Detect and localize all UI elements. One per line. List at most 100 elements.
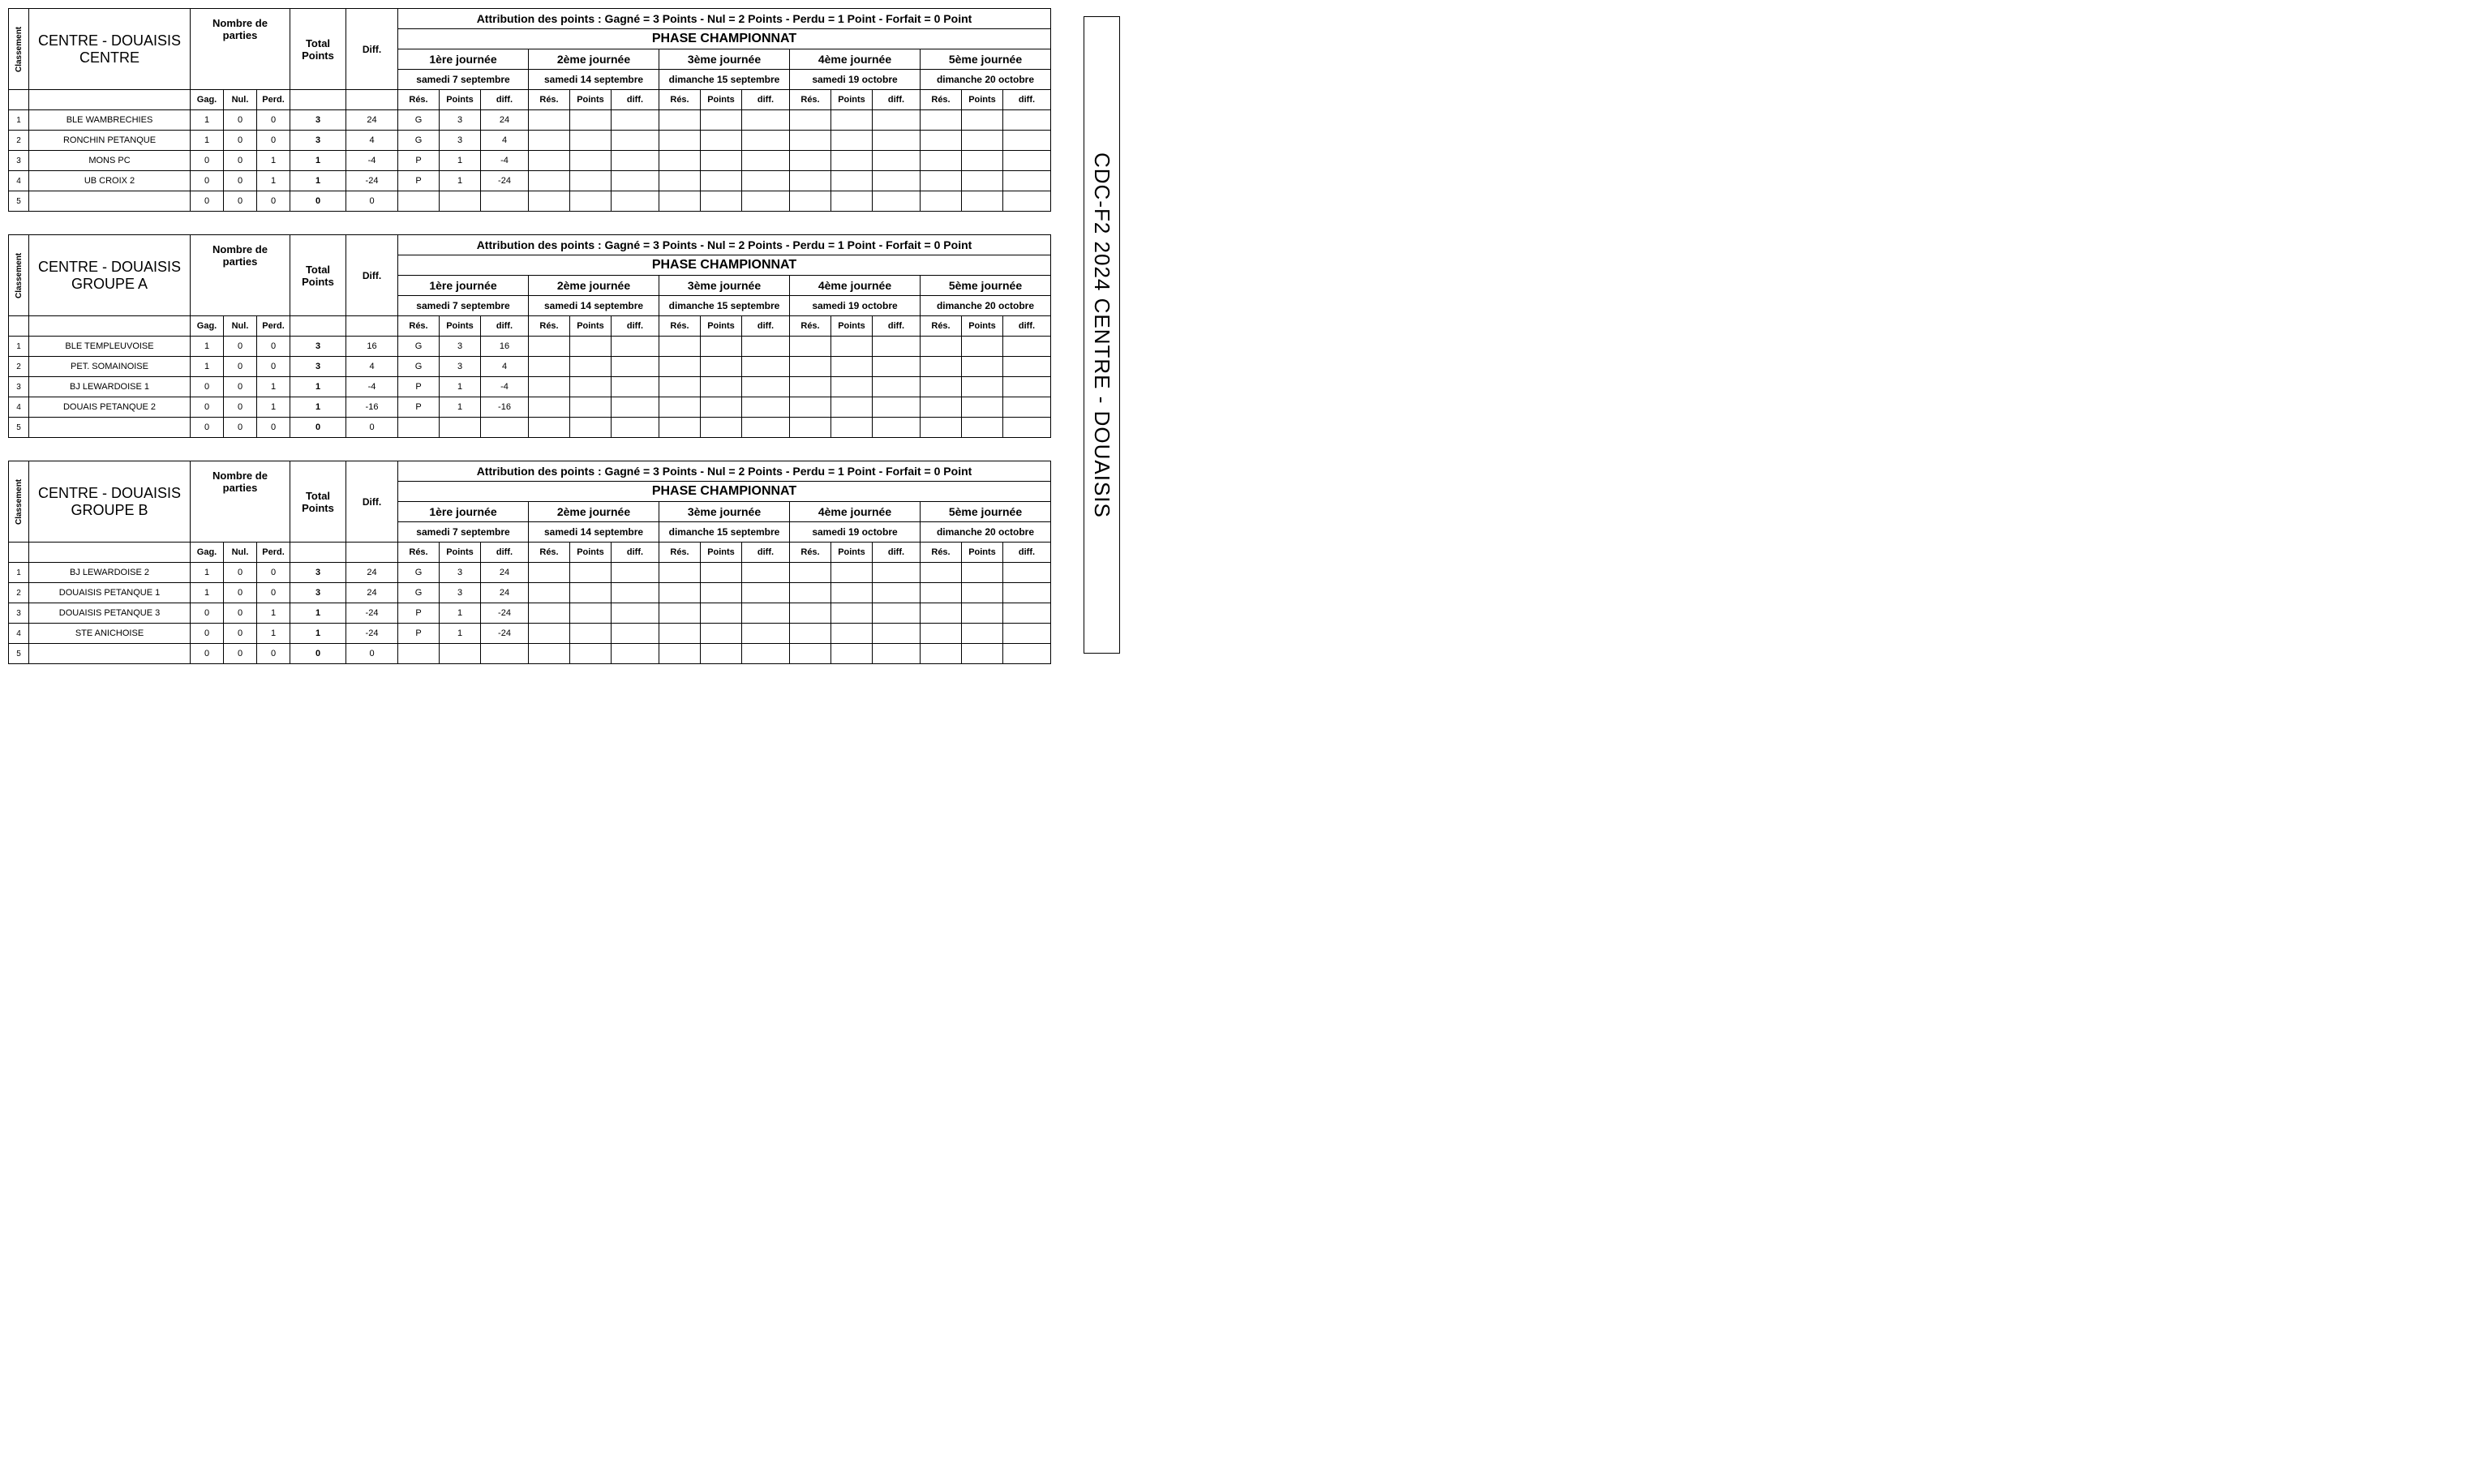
nombre-parties-header: Nombre de parties — [191, 235, 290, 276]
diff-sub-header: diff. — [612, 90, 659, 110]
jdiff-cell: 16 — [481, 337, 529, 357]
nul-cell: 0 — [224, 191, 257, 212]
journee-header: 3ème journée — [659, 49, 790, 70]
res-cell: G — [398, 583, 440, 603]
journee-date: dimanche 15 septembre — [659, 296, 790, 316]
team-cell: DOUAISIS PETANQUE 3 — [29, 603, 191, 624]
nul-cell: 0 — [224, 337, 257, 357]
res-header: Rés. — [659, 316, 701, 337]
rank-cell: 2 — [9, 131, 29, 151]
diff-cell: 16 — [346, 337, 398, 357]
points-cell: 3 — [440, 563, 481, 583]
diff-sub-header: diff. — [742, 543, 790, 563]
tables-container: ClassementCENTRE - DOUAISISCENTRENombre … — [8, 8, 1051, 664]
rank-cell: 1 — [9, 563, 29, 583]
jdiff-cell: -24 — [481, 603, 529, 624]
diff-cell: 24 — [346, 563, 398, 583]
total-cell: 0 — [290, 644, 346, 664]
res-cell: G — [398, 563, 440, 583]
group-title: CENTRE - DOUAISISCENTRE — [29, 9, 191, 90]
total-cell: 1 — [290, 603, 346, 624]
rank-cell: 5 — [9, 418, 29, 438]
attribution-header: Attribution des points : Gagné = 3 Point… — [398, 235, 1051, 255]
total-cell: 3 — [290, 563, 346, 583]
nul-cell: 0 — [224, 171, 257, 191]
diff-cell: 24 — [346, 110, 398, 131]
journee-date: dimanche 15 septembre — [659, 70, 790, 90]
perd-cell: 0 — [257, 110, 290, 131]
perd-cell: 0 — [257, 644, 290, 664]
rank-cell: 2 — [9, 357, 29, 377]
journee-header: 5ème journée — [921, 502, 1051, 522]
classement-header: Classement — [9, 235, 29, 316]
table-row: 1BJ LEWARDOISE 2100324G324 — [9, 563, 1051, 583]
gag-header: Gag. — [191, 90, 224, 110]
gag-cell: 0 — [191, 171, 224, 191]
diff-cell: 4 — [346, 131, 398, 151]
journee-date: samedi 14 septembre — [529, 70, 659, 90]
res-header: Rés. — [398, 316, 440, 337]
team-cell — [29, 418, 191, 438]
nul-header: Nul. — [224, 316, 257, 337]
total-cell: 1 — [290, 171, 346, 191]
gag-cell: 1 — [191, 110, 224, 131]
total-points-header: Total Points — [290, 461, 346, 543]
points-header: Points — [570, 543, 612, 563]
perd-cell: 1 — [257, 603, 290, 624]
team-cell — [29, 191, 191, 212]
diff-sub-header: diff. — [481, 543, 529, 563]
rank-cell: 1 — [9, 110, 29, 131]
total-cell: 3 — [290, 357, 346, 377]
nul-cell: 0 — [224, 603, 257, 624]
res-header: Rés. — [790, 90, 831, 110]
journee-date: dimanche 20 octobre — [921, 522, 1051, 543]
res-header: Rés. — [921, 543, 962, 563]
table-row: 2RONCHIN PETANQUE10034G34 — [9, 131, 1051, 151]
team-cell: MONS PC — [29, 151, 191, 171]
total-cell: 0 — [290, 191, 346, 212]
diff-sub-header: diff. — [742, 90, 790, 110]
total-cell: 3 — [290, 337, 346, 357]
table-row: 4UB CROIX 20011-24P1-24 — [9, 171, 1051, 191]
standings-table: ClassementCENTRE - DOUAISISCENTRENombre … — [8, 8, 1051, 212]
res-cell: P — [398, 171, 440, 191]
perd-cell: 1 — [257, 151, 290, 171]
diff-header: Diff. — [346, 235, 398, 316]
standings-table: ClassementCENTRE - DOUAISIS GROUPE BNomb… — [8, 461, 1051, 664]
res-header: Rés. — [398, 543, 440, 563]
table-row: 500000 — [9, 418, 1051, 438]
journee-header: 2ème journée — [529, 49, 659, 70]
rank-cell: 2 — [9, 583, 29, 603]
journee-date: samedi 7 septembre — [398, 522, 529, 543]
diff-cell: -24 — [346, 603, 398, 624]
diff-sub-header: diff. — [873, 316, 921, 337]
phase-header: PHASE CHAMPIONNAT — [398, 29, 1051, 49]
points-header: Points — [570, 316, 612, 337]
nul-cell: 0 — [224, 418, 257, 438]
gag-cell: 1 — [191, 583, 224, 603]
table-row: 3BJ LEWARDOISE 10011-4P1-4 — [9, 377, 1051, 397]
res-cell: P — [398, 151, 440, 171]
res-header: Rés. — [398, 90, 440, 110]
journee-header: 4ème journée — [790, 502, 921, 522]
team-cell: PET. SOMAINOISE — [29, 357, 191, 377]
perd-cell: 0 — [257, 583, 290, 603]
rank-cell: 5 — [9, 191, 29, 212]
journee-header: 1ère journée — [398, 502, 529, 522]
gag-header: Gag. — [191, 543, 224, 563]
nombre-parties-header: Nombre de parties — [191, 9, 290, 49]
nul-cell: 0 — [224, 397, 257, 418]
team-cell: RONCHIN PETANQUE — [29, 131, 191, 151]
perd-cell: 1 — [257, 377, 290, 397]
journee-date: samedi 19 octobre — [790, 522, 921, 543]
points-cell: 3 — [440, 583, 481, 603]
perd-header: Perd. — [257, 90, 290, 110]
gag-header: Gag. — [191, 316, 224, 337]
points-header: Points — [962, 316, 1003, 337]
points-cell: 1 — [440, 624, 481, 644]
diff-cell: 0 — [346, 418, 398, 438]
points-header: Points — [440, 316, 481, 337]
points-header: Points — [962, 90, 1003, 110]
nul-cell: 0 — [224, 563, 257, 583]
res-cell: P — [398, 603, 440, 624]
